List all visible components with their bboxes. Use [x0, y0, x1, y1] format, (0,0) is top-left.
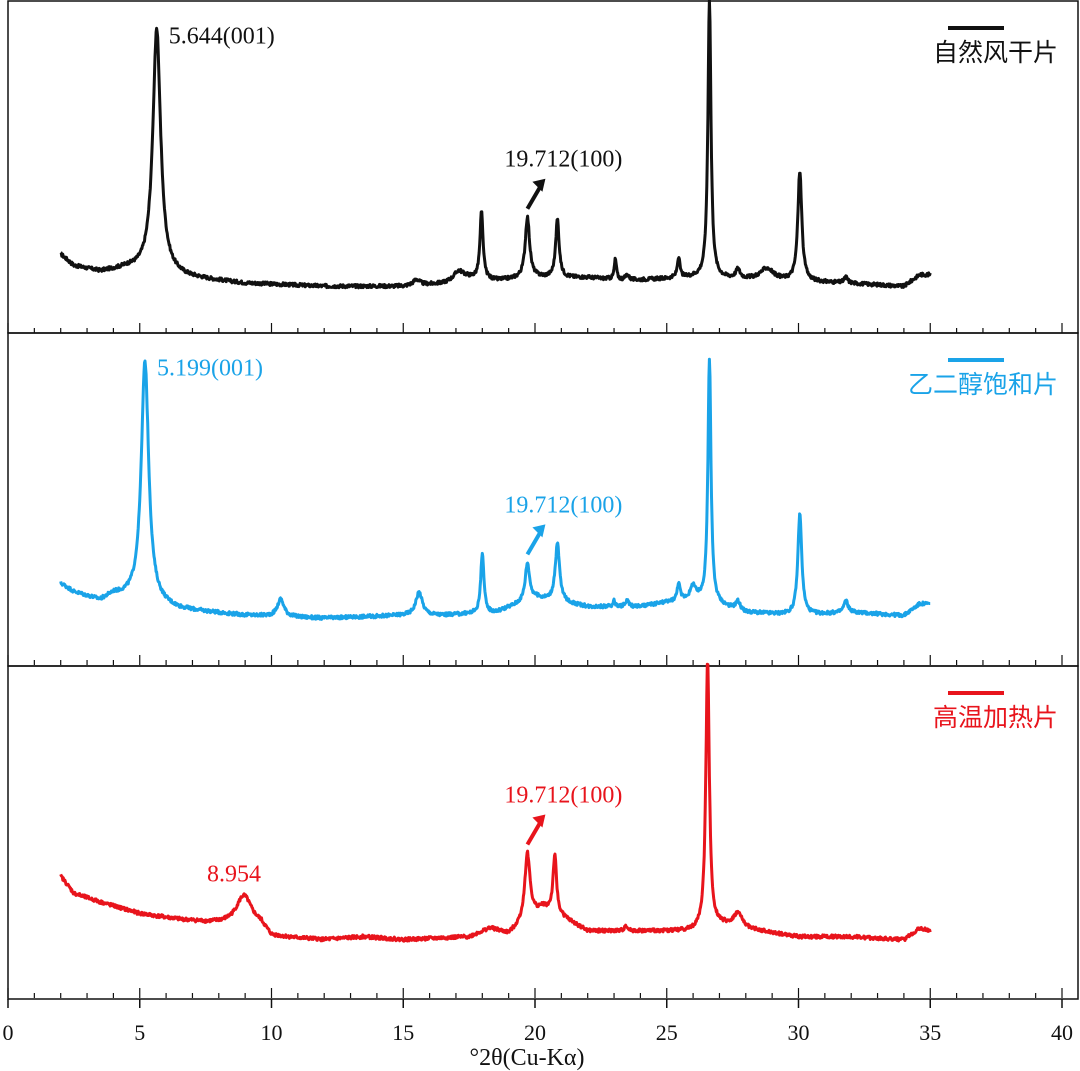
series-line-2: [59, 357, 932, 621]
annotation-label-2-2: 19.712(100): [504, 492, 622, 518]
annotation-label-3-2: 19.712(100): [504, 782, 622, 808]
x-axis: °2θ(Cu-Kα) 0 5 10 15 20 25 30 35 40: [3, 999, 1073, 1071]
series-line-1: [59, 0, 932, 290]
annotation-label-1-2: 19.712(100): [504, 147, 622, 173]
peak-annotations: 5.644(001) 19.712(100) 5.199(001) 19.712(10…: [157, 24, 622, 888]
legend-label-3: 高温加热片: [933, 703, 1058, 732]
annotation-label-2-1: 5.199(001): [157, 355, 263, 381]
panel-frames: [7, 0, 1079, 1000]
legend-label-2: 乙二醇饱和片: [908, 370, 1058, 399]
legend-label-1: 自然风干片: [933, 38, 1058, 67]
annotation-arrow-3: [525, 819, 544, 846]
x-tick-label: 10: [261, 1020, 283, 1045]
series-line-3: [59, 662, 932, 943]
annotation-label-3-1: 8.954: [207, 861, 261, 887]
series-traces: [7, 0, 1063, 998]
x-tick-label: 20: [524, 1020, 546, 1045]
annotation-arrowhead-1: [532, 178, 546, 192]
annotation-arrowhead-3: [532, 814, 546, 828]
x-axis-title: °2θ(Cu-Kα): [470, 1045, 585, 1071]
x-tick-label: 35: [919, 1020, 941, 1045]
x-tick-label: 30: [788, 1020, 810, 1045]
annotation-arrow-1: [525, 183, 544, 210]
annotation-arrow-2: [525, 529, 544, 556]
x-tick-label: 15: [392, 1020, 414, 1045]
x-tick-label: 25: [656, 1020, 678, 1045]
x-tick-label: 0: [3, 1020, 14, 1045]
x-tick-label: 5: [134, 1020, 145, 1045]
x-tick-label: 40: [1051, 1020, 1073, 1045]
annotation-arrowhead-2: [532, 524, 546, 538]
annotation-label-1-1: 5.644(001): [169, 24, 275, 50]
panel-frame-3: [7, 665, 1079, 1000]
